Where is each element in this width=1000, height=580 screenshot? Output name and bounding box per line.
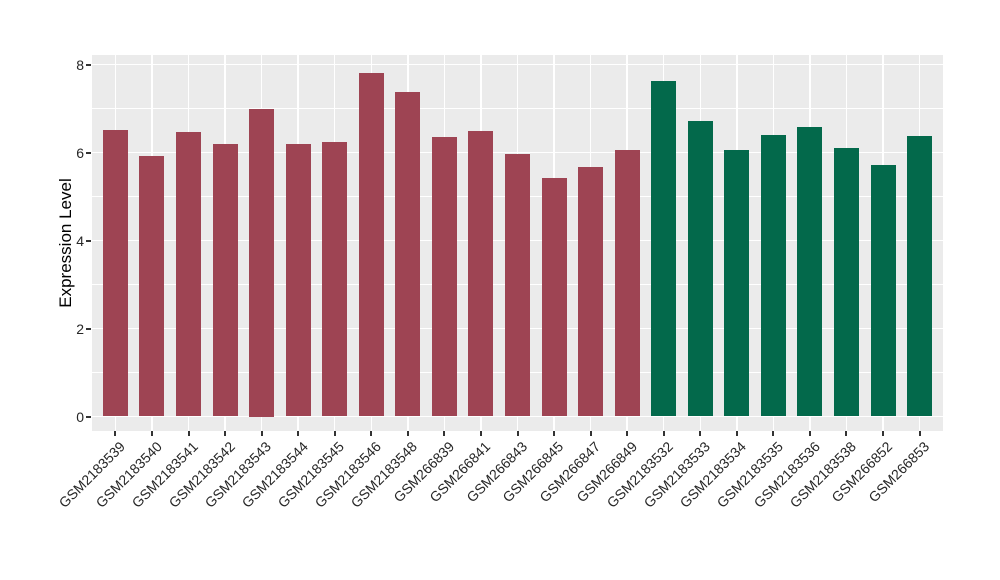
x-tick-mark	[150, 431, 153, 436]
bar-GSM2183541	[176, 132, 201, 417]
bar-GSM266852	[870, 164, 896, 417]
x-tick-mark	[114, 431, 117, 436]
x-tick-mark	[845, 431, 848, 436]
x-tick-mark	[699, 431, 702, 436]
x-tick-mark	[662, 431, 665, 436]
bar-GSM2183540	[139, 156, 165, 417]
plot-area	[92, 55, 943, 431]
bar-GSM266847	[578, 166, 604, 417]
x-tick-mark	[224, 431, 227, 436]
bar-GSM266841	[468, 131, 494, 417]
bar-GSM266845	[541, 178, 567, 417]
bar-GSM2183533	[687, 121, 713, 417]
x-tick-mark	[260, 431, 263, 436]
minor-gridline	[92, 108, 943, 109]
y-tick-label: 0	[76, 408, 84, 425]
x-tick-mark	[882, 431, 885, 436]
y-tick-mark	[86, 63, 91, 66]
bar-GSM2183546	[358, 72, 384, 417]
x-tick-mark	[918, 431, 921, 436]
bar-GSM2183543	[249, 108, 275, 417]
bar-GSM2183534	[724, 150, 750, 417]
x-tick-mark	[297, 431, 300, 436]
x-tick-mark	[406, 431, 409, 436]
x-tick-mark	[443, 431, 446, 436]
y-tick-mark	[86, 327, 91, 330]
x-tick-mark	[370, 431, 373, 436]
y-tick-mark	[86, 151, 91, 154]
bar-GSM2183548	[395, 92, 421, 417]
major-gridline	[92, 63, 943, 66]
x-tick-mark	[735, 431, 738, 436]
bar-GSM266853	[907, 136, 933, 417]
bar-GSM2183544	[285, 143, 311, 417]
x-tick-mark	[333, 431, 336, 436]
major-gridline	[92, 415, 943, 418]
bar-GSM266843	[505, 153, 530, 417]
bar-GSM266839	[431, 136, 457, 417]
x-tick-mark	[479, 431, 482, 436]
x-tick-mark	[589, 431, 592, 436]
y-tick-mark	[86, 415, 91, 418]
x-tick-mark	[516, 431, 519, 436]
x-tick-mark	[772, 431, 775, 436]
y-tick-label: 6	[76, 144, 84, 161]
bar-GSM2183538	[833, 148, 859, 417]
y-tick-mark	[86, 239, 91, 242]
bar-GSM2183542	[212, 143, 238, 417]
x-tick-mark	[553, 431, 556, 436]
x-tick-mark	[187, 431, 190, 436]
y-tick-label: 4	[76, 232, 84, 249]
y-tick-label: 8	[76, 56, 84, 73]
x-tick-mark	[626, 431, 629, 436]
y-tick-label: 2	[76, 320, 84, 337]
bar-GSM2183532	[651, 81, 677, 417]
bar-GSM266849	[614, 149, 640, 417]
bar-GSM2183535	[760, 135, 786, 417]
major-gridline	[92, 151, 943, 154]
x-tick-mark	[808, 431, 811, 436]
bar-GSM2183545	[322, 142, 348, 417]
bar-GSM2183536	[797, 126, 823, 417]
bar-GSM2183539	[102, 129, 128, 417]
